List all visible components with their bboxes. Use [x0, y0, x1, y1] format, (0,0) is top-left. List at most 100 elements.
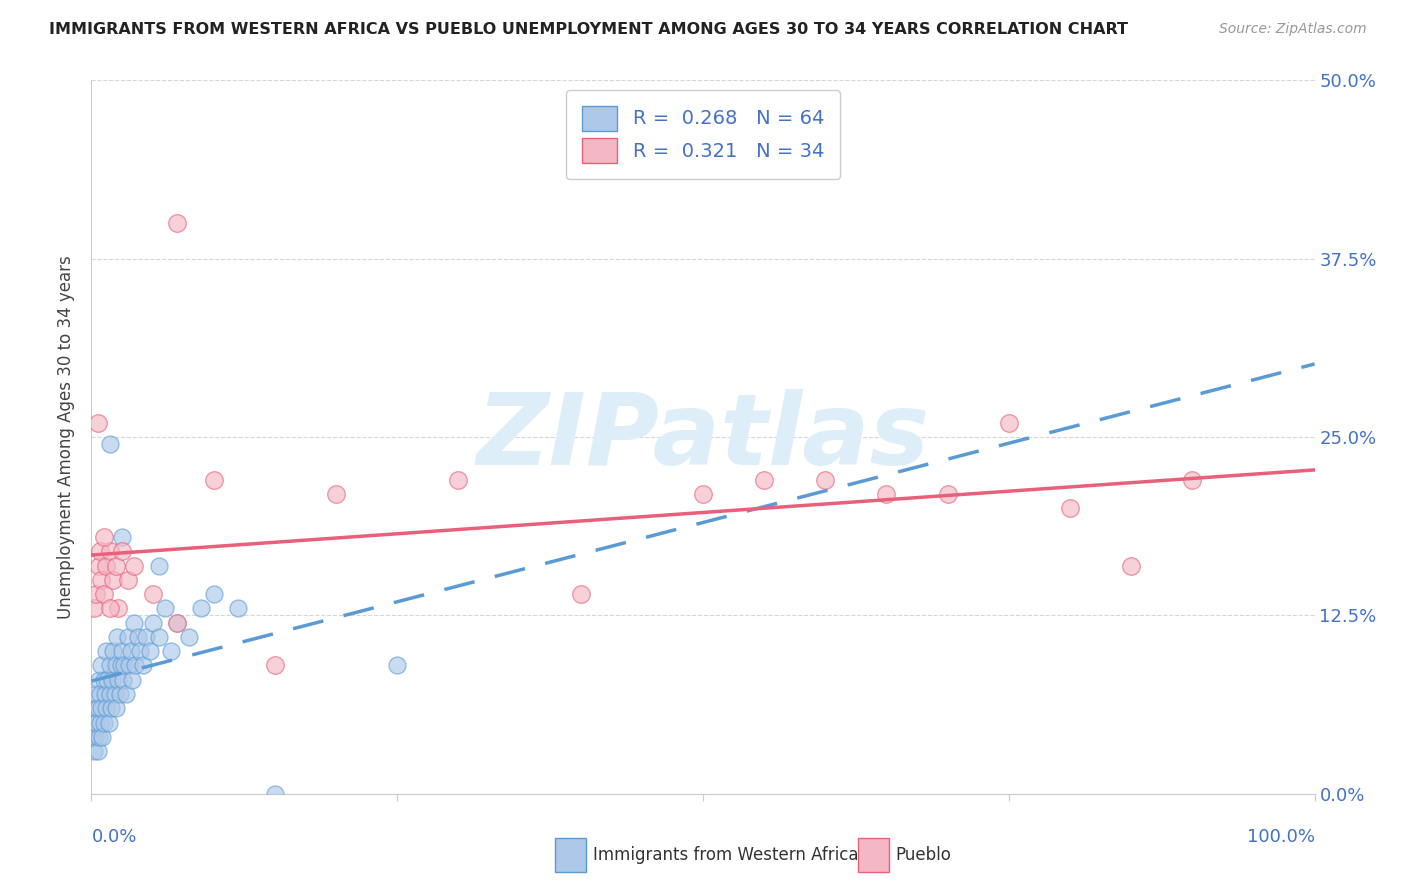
Point: [202, 587, 225, 601]
Point: [97, 715, 120, 730]
Point: [87, 673, 110, 687]
Point: [936, 487, 959, 501]
Text: Immigrants from Western Africa: Immigrants from Western Africa: [593, 847, 859, 864]
Point: [118, 658, 141, 673]
Point: [94, 644, 117, 658]
Point: [166, 615, 188, 630]
Point: [82, 730, 104, 744]
Point: [139, 644, 162, 658]
Point: [998, 416, 1021, 430]
Point: [107, 673, 129, 687]
Point: [98, 437, 121, 451]
Point: [84, 730, 107, 744]
Point: [83, 601, 105, 615]
Point: [121, 673, 143, 687]
Point: [90, 573, 112, 587]
Point: [1121, 558, 1143, 573]
Point: [84, 687, 107, 701]
Text: 100.0%: 100.0%: [1247, 828, 1315, 846]
Point: [112, 658, 135, 673]
Point: [112, 673, 135, 687]
Point: [264, 658, 287, 673]
Point: [98, 658, 121, 673]
Text: Source: ZipAtlas.com: Source: ZipAtlas.com: [1219, 22, 1367, 37]
Text: ZIPatlas: ZIPatlas: [477, 389, 929, 485]
Point: [107, 601, 129, 615]
Y-axis label: Unemployment Among Ages 30 to 34 years: Unemployment Among Ages 30 to 34 years: [58, 255, 76, 619]
Point: [754, 473, 776, 487]
Point: [87, 730, 110, 744]
Point: [264, 787, 287, 801]
Point: [98, 687, 121, 701]
Point: [160, 644, 183, 658]
Point: [1059, 501, 1081, 516]
Point: [104, 687, 127, 701]
Point: [111, 544, 134, 558]
Point: [148, 558, 170, 573]
Point: [105, 630, 128, 644]
Point: [104, 701, 127, 715]
Point: [127, 630, 149, 644]
Point: [129, 644, 152, 658]
Point: [86, 701, 108, 715]
Point: [141, 587, 163, 601]
Point: [83, 715, 105, 730]
Point: [98, 601, 121, 615]
Point: [96, 673, 118, 687]
Point: [166, 216, 188, 230]
Point: [148, 630, 170, 644]
Point: [569, 587, 592, 601]
Point: [447, 473, 470, 487]
Point: [141, 615, 163, 630]
Point: [86, 416, 108, 430]
Point: [101, 673, 124, 687]
Text: IMMIGRANTS FROM WESTERN AFRICA VS PUEBLO UNEMPLOYMENT AMONG AGES 30 TO 34 YEARS : IMMIGRANTS FROM WESTERN AFRICA VS PUEBLO…: [49, 22, 1128, 37]
Point: [103, 644, 125, 658]
Point: [84, 587, 107, 601]
Point: [111, 530, 134, 544]
Point: [202, 473, 225, 487]
Point: [1181, 473, 1204, 487]
Point: [93, 530, 115, 544]
Point: [104, 658, 127, 673]
Point: [90, 658, 112, 673]
Legend: R =  0.268   N = 64, R =  0.321   N = 34: R = 0.268 N = 64, R = 0.321 N = 34: [567, 90, 839, 179]
Point: [179, 630, 201, 644]
Point: [104, 558, 127, 573]
Point: [94, 687, 117, 701]
Point: [110, 658, 132, 673]
Point: [89, 687, 111, 701]
Text: Pueblo: Pueblo: [896, 847, 952, 864]
Point: [814, 473, 837, 487]
Point: [90, 701, 112, 715]
Point: [135, 630, 157, 644]
Point: [875, 487, 898, 501]
Point: [86, 744, 108, 758]
Point: [89, 715, 111, 730]
Text: 0.0%: 0.0%: [91, 828, 136, 846]
Point: [122, 558, 145, 573]
Point: [132, 658, 155, 673]
Point: [111, 644, 134, 658]
Point: [93, 715, 115, 730]
Point: [153, 601, 176, 615]
Point: [98, 544, 121, 558]
Point: [124, 658, 146, 673]
Point: [120, 644, 142, 658]
Point: [692, 487, 714, 501]
Point: [91, 730, 114, 744]
Point: [87, 558, 110, 573]
Point: [93, 673, 115, 687]
Point: [100, 701, 122, 715]
Point: [89, 544, 111, 558]
Point: [114, 687, 136, 701]
Point: [84, 715, 107, 730]
Point: [122, 615, 145, 630]
Point: [166, 615, 188, 630]
Point: [226, 601, 249, 615]
Point: [385, 658, 409, 673]
Point: [94, 701, 117, 715]
Point: [108, 687, 131, 701]
Point: [190, 601, 212, 615]
Point: [84, 701, 107, 715]
